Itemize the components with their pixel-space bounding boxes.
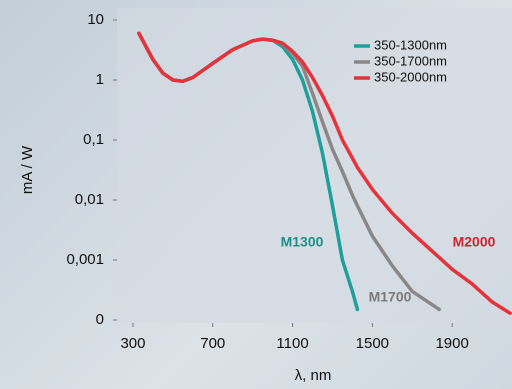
x-tick-label: 700 [200,335,225,352]
line-series [137,31,512,315]
annotation: M2000 [453,234,496,250]
y-tick-label: 0,01 [75,191,104,208]
y-tick-label: 0 [96,311,104,328]
y-tick-label: 10 [87,11,104,28]
x-tick-label: 1100 [276,335,308,352]
annotation: M1300 [281,234,324,250]
y-axis-label: mA / W [19,145,36,194]
y-tick-label: 1 [96,71,104,88]
x-axis-label: λ, nm [295,367,332,384]
y-tick-label: 0,001 [66,251,104,268]
legend-label: 350-1700nm [374,53,447,68]
plot-area [117,8,512,323]
legend-label: 350-2000nm [374,69,447,84]
y-tick-label: 0,1 [83,131,104,148]
x-tick-label: 1900 [435,335,468,352]
annotation: M1700 [369,289,412,305]
x-tick-label: 300 [120,335,145,352]
legend-label: 350-1300nm [374,37,447,52]
x-tick-label: 1500 [356,335,389,352]
